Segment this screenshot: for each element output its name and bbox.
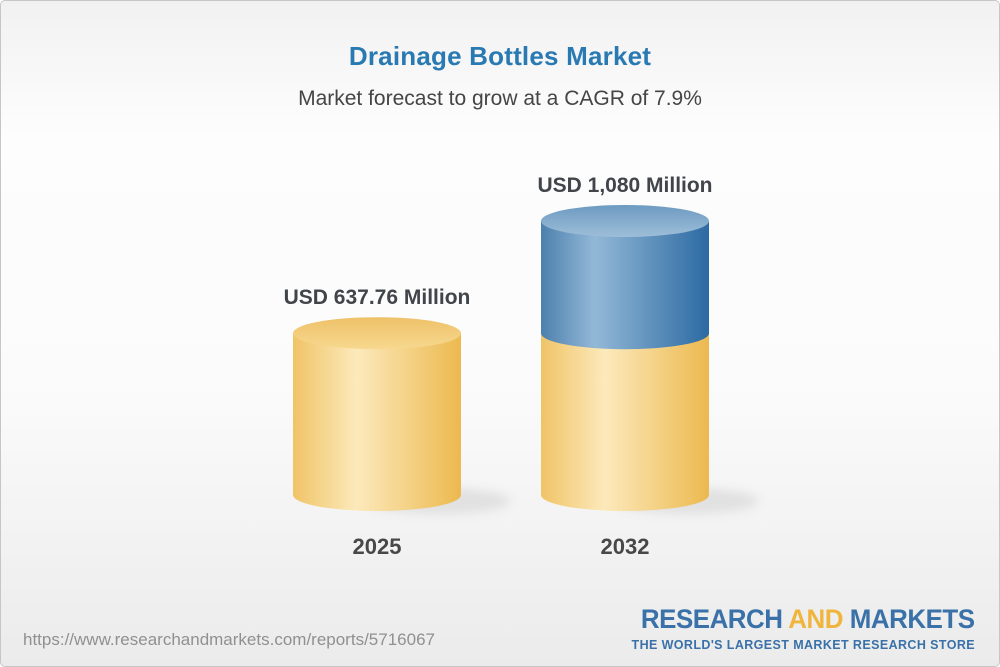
value-label-2032: USD 1,080 Million xyxy=(537,174,712,197)
page-subtitle: Market forecast to grow at a CAGR of 7.9… xyxy=(298,87,702,110)
category-label-2025: 2025 xyxy=(353,534,402,559)
report-url-link[interactable]: https://www.researchandmarkets.com/repor… xyxy=(23,630,435,649)
bar-2032-top-cap xyxy=(541,205,709,237)
logo-word-research: RESEARCH xyxy=(641,604,783,634)
value-label-2025: USD 637.76 Million xyxy=(284,286,471,309)
logo-word-markets: MARKETS xyxy=(850,604,975,634)
bar-2025-top-cap xyxy=(293,317,461,350)
logo-word-and: AND xyxy=(788,604,844,634)
page-title: Drainage Bottles Market xyxy=(348,41,652,71)
bar-2025-body xyxy=(293,333,461,495)
logo-wordmark: RESEARCH AND MARKETS xyxy=(641,606,975,633)
category-label-2032: 2032 xyxy=(601,534,650,559)
bar-2032-cylinder xyxy=(541,205,709,511)
bar-2025-cylinder xyxy=(293,317,461,511)
research-and-markets-logo: RESEARCH AND MARKETS THE WORLD'S LARGEST… xyxy=(627,606,976,653)
bar-2032-base-segment xyxy=(541,333,709,495)
logo-tagline: THE WORLD'S LARGEST MARKET RESEARCH STOR… xyxy=(631,638,975,652)
bar-2032-growth-segment xyxy=(541,221,709,334)
